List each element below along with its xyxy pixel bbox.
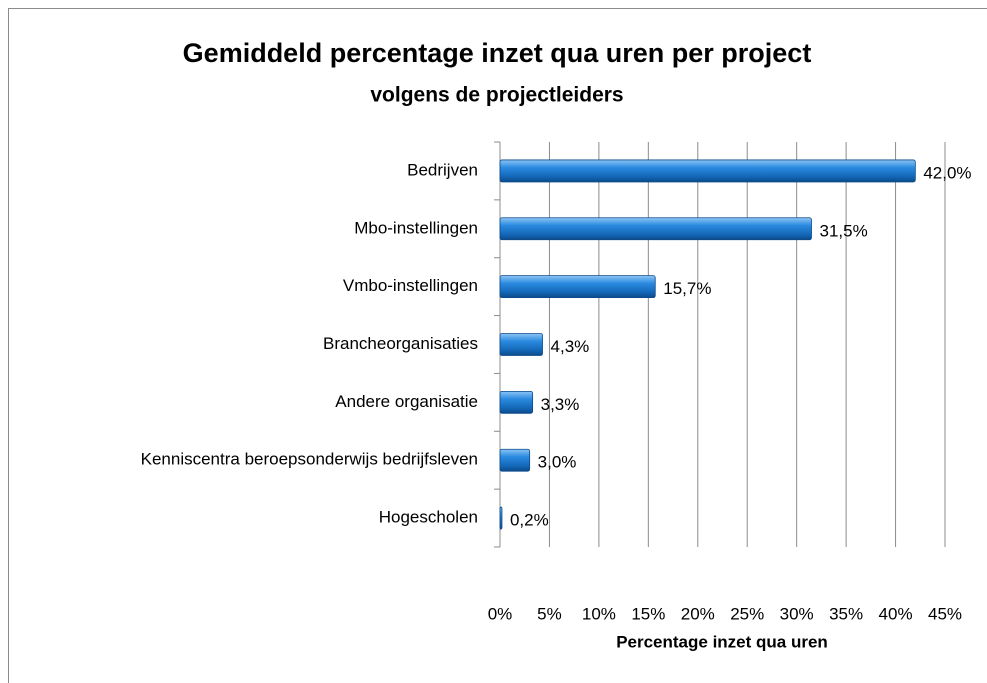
x-axis-title: Percentage inzet qua uren (616, 632, 828, 651)
bar (499, 217, 812, 241)
x-tick-label: 15% (631, 604, 665, 623)
value-label: 4,3% (551, 337, 590, 356)
value-label: 31,5% (820, 221, 868, 240)
x-tick-label: 35% (829, 604, 863, 623)
value-label: 3,0% (538, 453, 577, 472)
y-tick-label: Mbo-instellingen (354, 218, 478, 237)
value-label: 15,7% (663, 279, 711, 298)
x-tick-label: 40% (879, 604, 913, 623)
y-tick-label: Hogescholen (379, 508, 478, 527)
x-tick-label: 10% (582, 604, 616, 623)
x-tick-label: 0% (488, 604, 513, 623)
chart-border (8, 8, 987, 683)
value-label: 3,3% (541, 395, 580, 414)
bar (499, 506, 503, 530)
bar (499, 159, 916, 183)
chart-title: Gemiddeld percentage inzet qua uren per … (183, 38, 812, 68)
chart-subtitle: volgens de projectleiders (370, 84, 623, 107)
x-tick-label: 20% (681, 604, 715, 623)
value-label: 42,0% (923, 163, 971, 182)
bar (499, 275, 656, 299)
bar (499, 333, 543, 356)
x-tick-label: 30% (780, 604, 814, 623)
x-tick-label: 45% (928, 604, 962, 623)
bar (499, 390, 534, 414)
y-tick-label: Vmbo-instellingen (343, 276, 478, 295)
y-tick-label: Brancheorganisaties (323, 334, 478, 353)
value-label: 0,2% (510, 511, 549, 530)
y-tick-label: Kenniscentra beroepsonderwijs bedrijfsle… (141, 450, 478, 469)
y-tick-label: Andere organisatie (335, 392, 478, 411)
x-tick-label: 25% (730, 604, 764, 623)
x-tick-label: 5% (537, 604, 562, 623)
bar (499, 448, 531, 472)
y-tick-label: Bedrijven (407, 160, 478, 179)
